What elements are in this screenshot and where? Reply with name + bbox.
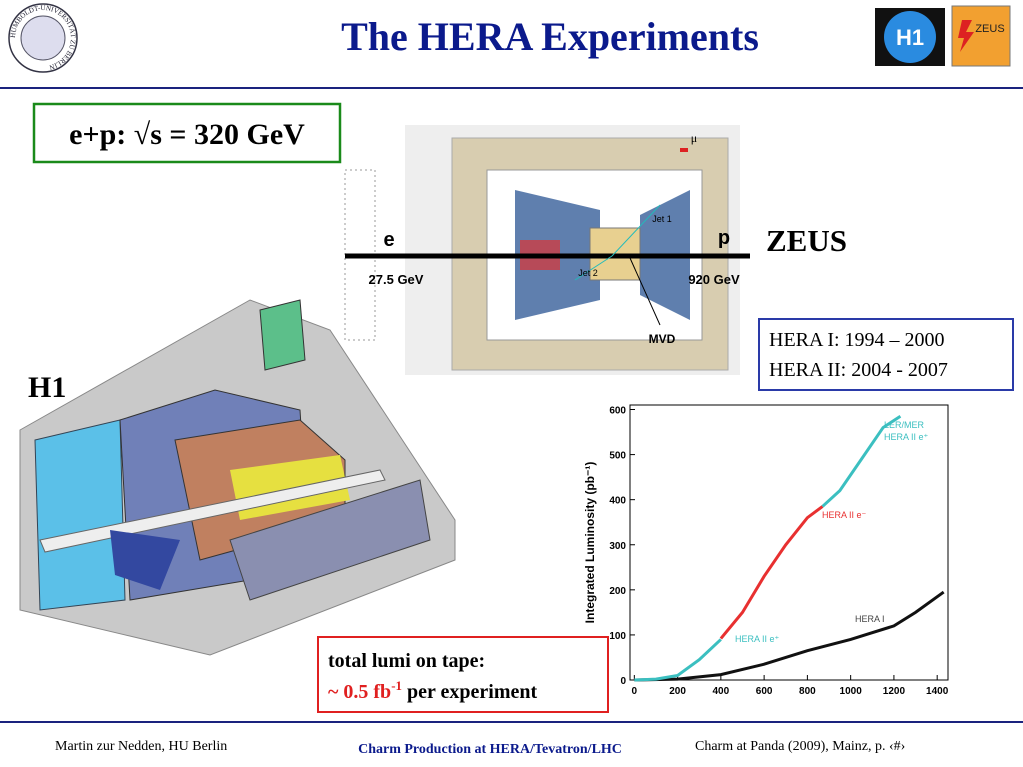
line-series [719,505,824,640]
mvd-label: MVD [649,332,676,346]
lumi-amount: ~ 0.5 fb [328,681,391,703]
zeus-label: ZEUS [766,223,847,258]
series-label: HERA II e⁺ [735,634,780,644]
periods-box [758,318,1014,391]
x-tick-label: 1400 [926,686,949,697]
y-tick-label: 0 [620,676,626,687]
beam-e: e [383,229,394,251]
x-tick-label: 1000 [840,686,863,697]
h1-logo-text: H1 [896,25,924,50]
seal-logo: HUMBOLDT-UNIVERSITÄT ZU BERLIN [8,3,78,73]
line-series [821,415,902,508]
muon-label: μ [691,131,697,145]
period: HERA II: 2004 - 2007 [769,359,948,381]
series-label: HERA II e⁺ [884,432,929,442]
h1-logo-circle [884,11,936,63]
beam-p-energy: 920 GeV [688,272,740,287]
zeus-detector [344,125,750,375]
x-tick-label: 600 [756,686,773,697]
y-axis-label: Integrated Luminosity (pb⁻¹) [583,462,597,624]
series-label: HERA I [855,614,885,624]
lumi-chart: 0 100 200 300 400 500 600 0 200 400 600 800 1000 1200… [583,404,949,697]
footer-author: Martin zur Nedden, HU Berlin [55,739,227,754]
y-tick-label: 400 [609,496,626,507]
x-tick-label: 200 [669,686,686,697]
x-tick-label: 1200 [883,686,906,697]
series-label: HERA II e⁻ [822,510,867,520]
energy-box [32,102,342,164]
annotation: LER/MER [884,420,925,430]
lumi-rest: per experiment [402,681,537,703]
title: The HERA Experiments [341,14,759,59]
zeus-logo-text: ZEUS [975,23,1004,35]
line-series [634,590,945,682]
x-tick-label: 800 [799,686,816,697]
jet1-label: Jet 1 [652,214,672,224]
zeus-logo-bolt [958,20,974,52]
y-tick-label: 500 [609,451,626,462]
footer-event: Charm at Panda (2009), Mainz, p. ‹#› [695,739,905,754]
lumi-line2: ~ 0.5 fb-1 per experiment [328,678,538,703]
lumi-exponent: -1 [391,678,402,693]
x-tick-label: 400 [713,686,730,697]
y-tick-label: 600 [609,406,626,417]
period: HERA I: 1994 – 2000 [769,329,945,351]
h1-label: H1 [28,371,66,404]
beam-p: p [718,227,730,249]
energy-text: e+p: √s = 320 GeV [69,118,305,151]
line-series [634,638,722,682]
y-tick-label: 300 [609,541,626,552]
x-tick-label: 0 [632,686,638,697]
y-tick-label: 200 [609,586,626,597]
jet2-label: Jet 2 [578,268,598,278]
lumi-line1: total lumi on tape: [328,650,485,672]
y-tick-label: 100 [609,631,626,642]
footer-talk: Charm Production at HERA/Tevatron/LHC [358,742,622,757]
h1-detector [19,299,456,656]
beam-e-energy: 27.5 GeV [369,272,424,287]
lumi-box [317,636,609,713]
